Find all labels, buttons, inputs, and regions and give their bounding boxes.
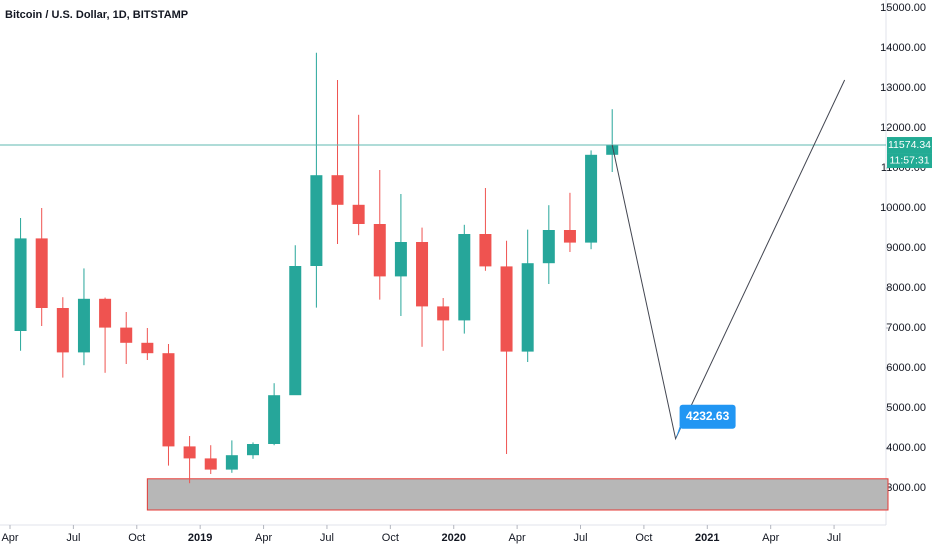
y-tick-label: 4000.00 [886,442,926,454]
y-tick-label: 9000.00 [886,242,926,254]
candle-body [35,238,48,308]
y-tick-label: 3000.00 [886,482,926,494]
candle-body [331,175,344,205]
countdown-tag [887,153,932,169]
x-tick-label: Apr [509,532,526,544]
x-tick-label: 2019 [188,532,212,544]
candle-body [500,266,513,352]
x-tick-label: Oct [128,532,145,544]
x-tick-label: Jul [827,532,841,544]
candle-body [606,145,619,155]
projection-callout [675,426,682,439]
projection-label: 4232.63 [686,409,730,423]
x-tick-label: Oct [382,532,399,544]
y-tick-label: 13000.00 [880,82,926,94]
x-tick-label: Apr [762,532,779,544]
candle-body [246,444,259,456]
candle-body [394,242,407,277]
x-tick-label: Jul [66,532,80,544]
candle-body [77,298,90,353]
candle-body [585,154,598,243]
last-price-label: 11574.34 [888,139,931,151]
x-tick-label: 2020 [441,532,465,544]
y-tick-label: 10000.00 [880,202,926,214]
y-tick-label: 5000.00 [886,402,926,414]
candle-body [120,327,133,343]
candle-body [437,306,450,321]
y-tick-label: 6000.00 [886,362,926,374]
candle-body [225,455,238,470]
x-tick-label: Jul [573,532,587,544]
candle-body [373,224,386,277]
projection-callout-box [679,404,736,429]
x-tick-label: Oct [635,532,652,544]
x-tick-label: Apr [1,532,18,544]
candle-body [479,234,492,267]
x-tick-label: Apr [255,532,272,544]
candle-body [416,242,429,307]
x-tick-label: 2021 [695,532,719,544]
y-tick-label: 12000.00 [880,122,926,134]
candle-body [289,266,302,396]
y-tick-label: 15000.00 [880,2,926,14]
candle-body [162,353,175,447]
candle-body [268,395,281,444]
countdown-label: 11:57:31 [889,154,929,166]
y-tick-label: 14000.00 [880,42,926,54]
candle-body [56,308,69,353]
chart-title: Bitcoin / U.S. Dollar, 1D, BITSTAMP [5,9,188,21]
candle-body [183,446,196,459]
candle-body [204,458,217,470]
candle-body [141,342,154,354]
y-tick-label: 8000.00 [886,282,926,294]
candle-body [458,234,471,321]
projection-line [611,79,846,441]
support-zone [146,478,889,511]
last-price-tag [887,137,932,154]
x-tick-label: Jul [320,532,334,544]
candle-body [310,175,323,266]
candle-body [352,204,365,224]
candle-body [99,298,112,328]
candle-body [542,230,555,264]
candle-body [521,263,534,352]
candle-body [563,230,576,243]
y-tick-label: 7000.00 [886,322,926,334]
candle-body [14,238,27,331]
